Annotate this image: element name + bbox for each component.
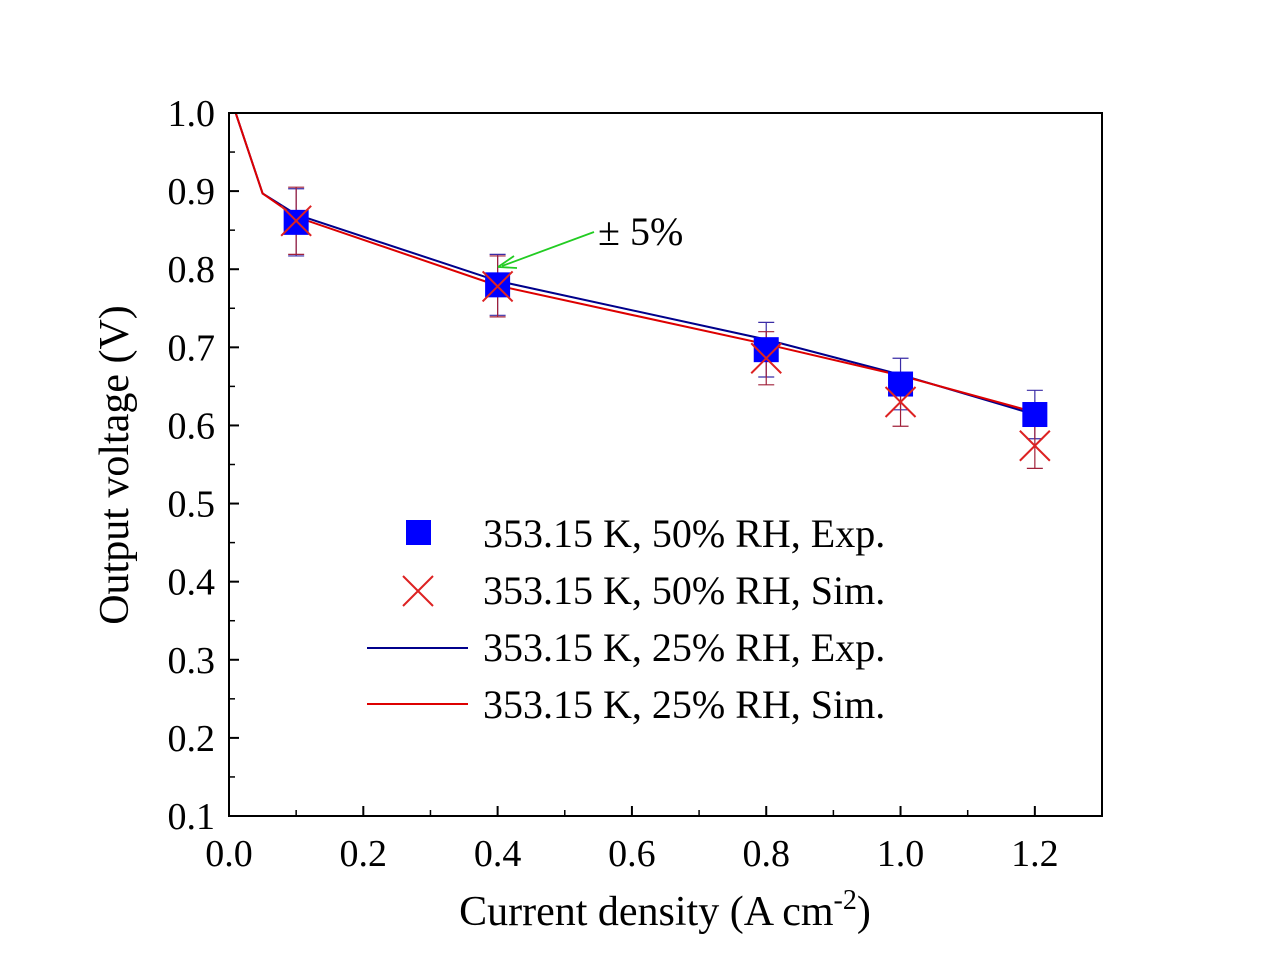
legend-swatch-sim-50 xyxy=(402,575,434,607)
data-point-sim xyxy=(1019,430,1051,462)
legend-label-exp-25: 353.15 K, 25% RH, Exp. xyxy=(483,625,885,670)
x-axis-title-sup: -2 xyxy=(834,885,857,916)
data-point-exp xyxy=(1022,402,1048,428)
y-tick-label: 0.8 xyxy=(168,249,216,291)
data-point-sim xyxy=(750,342,782,374)
x-tick-label: 0.2 xyxy=(340,833,388,875)
legend: 353.15 K, 50% RH, Exp. 353.15 K, 50% RH,… xyxy=(367,511,885,727)
annotation-arrowhead xyxy=(497,255,518,269)
y-tick-label: 0.2 xyxy=(168,718,216,760)
y-tick-label: 0.4 xyxy=(168,562,216,604)
ticks-layer: 0.0 0.2 0.4 0.6 0.8 1.0 1.2 0.1 0.2 0.3 0.4 0.5 0.6 0… xyxy=(168,93,1059,875)
y-tick-label: 0.9 xyxy=(168,171,216,213)
x-tick-label: 0.4 xyxy=(474,833,522,875)
y-tick-label: 0.1 xyxy=(168,796,216,838)
annotation-text: ± 5% xyxy=(598,209,683,254)
y-tick-label: 1.0 xyxy=(168,93,216,135)
x-axis-title: Current density (A cm-2) xyxy=(459,885,871,935)
x-tick-label: 0.8 xyxy=(742,833,790,875)
legend-swatch-exp-50 xyxy=(406,520,431,545)
data-point-exp xyxy=(283,209,309,235)
x-tick-label: 1.0 xyxy=(877,833,925,875)
x-axis-title-main: Current density (A cm xyxy=(459,889,834,935)
series-line-2 xyxy=(234,112,1036,416)
x-tick-label: 0.6 xyxy=(608,833,656,875)
x-tick-label: 1.2 xyxy=(1011,833,1059,875)
x-tick-label: 0.0 xyxy=(205,833,253,875)
series-line-3 xyxy=(234,112,1036,414)
y-tick-label: 0.6 xyxy=(168,405,216,447)
legend-label-sim-25: 353.15 K, 25% RH, Sim. xyxy=(483,682,885,727)
legend-label-sim-50: 353.15 K, 50% RH, Sim. xyxy=(483,568,885,613)
annotation-arrow-shaft xyxy=(501,231,595,267)
y-tick-label: 0.7 xyxy=(168,327,216,369)
data-point-exp xyxy=(485,272,511,298)
lines-layer xyxy=(234,112,1036,416)
data-point-sim xyxy=(884,386,917,418)
y-axis-title: Output voltage (V) xyxy=(92,305,138,625)
y-tick-label: 0.3 xyxy=(168,640,216,682)
annotation: ± 5% xyxy=(497,209,683,269)
legend-label-exp-50: 353.15 K, 50% RH, Exp. xyxy=(483,511,885,556)
x-axis-title-end: ) xyxy=(857,889,871,935)
y-tick-label: 0.5 xyxy=(168,484,216,526)
plot-frame xyxy=(228,112,1103,817)
data-point-sim xyxy=(481,270,514,303)
markers-layer xyxy=(280,205,1051,462)
data-point-sim xyxy=(280,205,312,237)
